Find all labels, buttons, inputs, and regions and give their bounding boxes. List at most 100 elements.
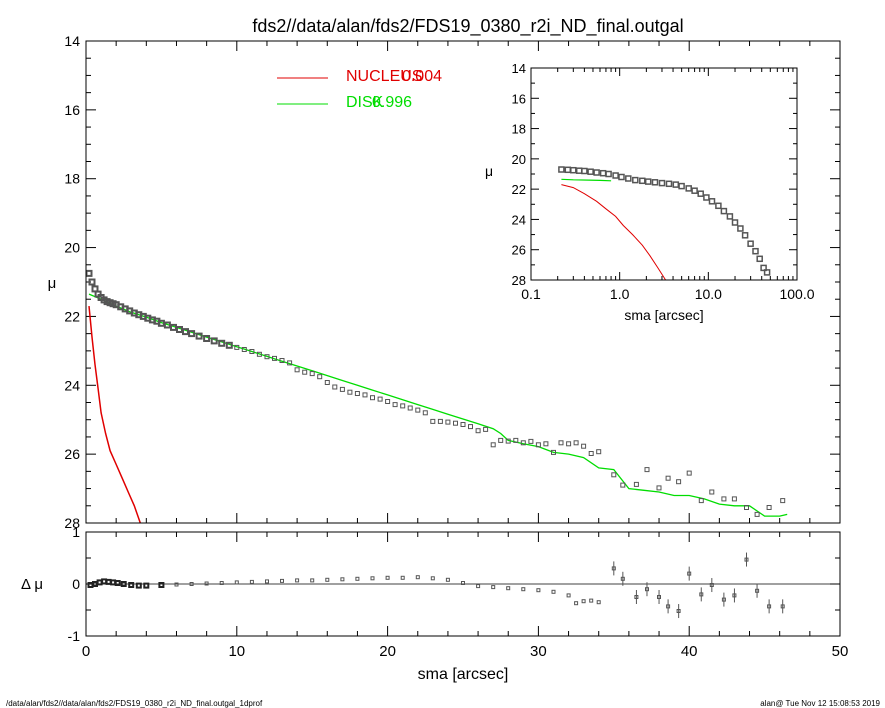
inset-data-point <box>756 255 763 263</box>
inset-x-axis-label: sma [arcsec] <box>624 307 703 323</box>
residual-point <box>174 582 179 587</box>
footer-timestamp: alan@ Tue Nov 12 15:08:53 2019 <box>760 699 880 708</box>
nucleus-line <box>88 306 142 524</box>
inset-data-point <box>691 187 698 194</box>
legend: NUCLEUS 0.004 DISK 0.996 <box>277 68 442 111</box>
residual-point <box>721 597 726 602</box>
data-point <box>407 405 413 411</box>
residual-panel: 10-10 10 20 30 40 50 Δ μ sma [arcsec] <box>21 524 848 683</box>
y-tick-label: 28 <box>64 515 80 531</box>
residual-point <box>744 557 749 562</box>
residual-point <box>687 571 692 576</box>
data-point <box>453 420 458 426</box>
data-point <box>324 380 330 385</box>
data-point <box>766 505 772 510</box>
inset-data-point <box>697 190 704 197</box>
data-point <box>498 437 504 443</box>
data-point <box>225 341 233 349</box>
data-point <box>445 419 451 425</box>
inset-data-point <box>747 240 754 247</box>
y-axis-label: μ <box>48 275 57 292</box>
inset-data-point <box>570 166 577 174</box>
data-point <box>483 426 489 432</box>
disk-model-line <box>88 293 788 517</box>
residual-point <box>234 580 239 585</box>
data-point <box>665 475 671 481</box>
x-tick-label: 50 <box>832 643 849 660</box>
inset-data-point <box>741 232 749 239</box>
footer-file-path: /data/alan/fds2//data/alan/fds2/FDS19_03… <box>6 699 263 708</box>
data-point <box>377 396 383 402</box>
inset-data-point <box>731 219 739 226</box>
residual-point <box>370 576 375 581</box>
data-point <box>317 374 323 380</box>
data-point <box>709 489 715 495</box>
data-point <box>588 451 594 456</box>
legend-nucleus-value: 0.004 <box>402 68 442 85</box>
data-point <box>558 440 564 446</box>
residual-point <box>114 580 121 586</box>
data-point <box>633 481 639 487</box>
residual-point <box>732 593 737 598</box>
data-points <box>85 269 786 517</box>
residual-point <box>204 581 209 586</box>
y-tick-label: 16 <box>64 102 80 118</box>
residual-plot-frame <box>85 531 841 637</box>
data-point <box>176 326 183 333</box>
residual-point <box>611 566 616 571</box>
data-point <box>362 392 368 398</box>
data-point <box>249 349 255 354</box>
residual-point <box>280 578 284 583</box>
inset-disk-path <box>561 178 612 182</box>
data-point <box>279 358 285 363</box>
inset-nucleus-path <box>561 184 667 281</box>
x-tick-label: 20 <box>379 643 396 660</box>
inset-data-point <box>715 202 722 210</box>
residual-point <box>415 575 420 580</box>
x-tick-label: 30 <box>530 643 547 660</box>
data-point <box>676 479 682 485</box>
y-tick-label: 18 <box>64 171 80 187</box>
y-tick-label: 22 <box>64 308 80 324</box>
residual-point <box>445 577 450 582</box>
inset-disk-line <box>561 178 612 182</box>
inset-data-point <box>708 198 716 205</box>
data-point <box>272 355 277 361</box>
inset-plot-frame <box>530 67 798 281</box>
y-tick-label: 20 <box>64 240 80 256</box>
data-point <box>437 418 443 424</box>
x-tick-label: 0 <box>82 643 90 660</box>
residual-point <box>596 600 601 605</box>
chart-title: fds2//data/alan/fds2/FDS19_0380_r2i_ND_f… <box>252 16 683 37</box>
data-point <box>731 496 737 502</box>
legend-disk-value: 0.996 <box>372 94 412 111</box>
residual-point <box>385 575 390 580</box>
data-point <box>551 449 556 455</box>
residual-point <box>355 576 360 581</box>
residual-point <box>780 604 785 609</box>
data-point <box>490 442 496 448</box>
residual-point <box>110 579 117 586</box>
data-point <box>347 389 353 395</box>
residual-point <box>755 588 760 593</box>
residual-point <box>120 581 127 587</box>
data-point <box>287 360 293 366</box>
inset-data-point <box>726 213 734 220</box>
data-point <box>475 428 481 434</box>
residual-point <box>551 589 556 594</box>
inset-data-point <box>658 179 666 187</box>
inset-axes: 14 16 18 20 22 24 26 280.1 1.0 10.0 100.0 <box>512 61 815 302</box>
residual-point <box>135 582 142 589</box>
inset-y-tick-label: 14 <box>512 61 526 76</box>
residual-point <box>589 598 594 603</box>
residual-y-tick-label: -1 <box>68 628 81 644</box>
inset-x-tick-label: 1.0 <box>610 286 630 302</box>
data-point <box>256 351 262 357</box>
data-point <box>573 440 579 446</box>
inset-y-tick-label: 22 <box>512 182 526 197</box>
data-point <box>170 323 177 331</box>
residual-point <box>87 582 94 588</box>
data-point <box>644 467 650 473</box>
data-point <box>581 443 587 449</box>
